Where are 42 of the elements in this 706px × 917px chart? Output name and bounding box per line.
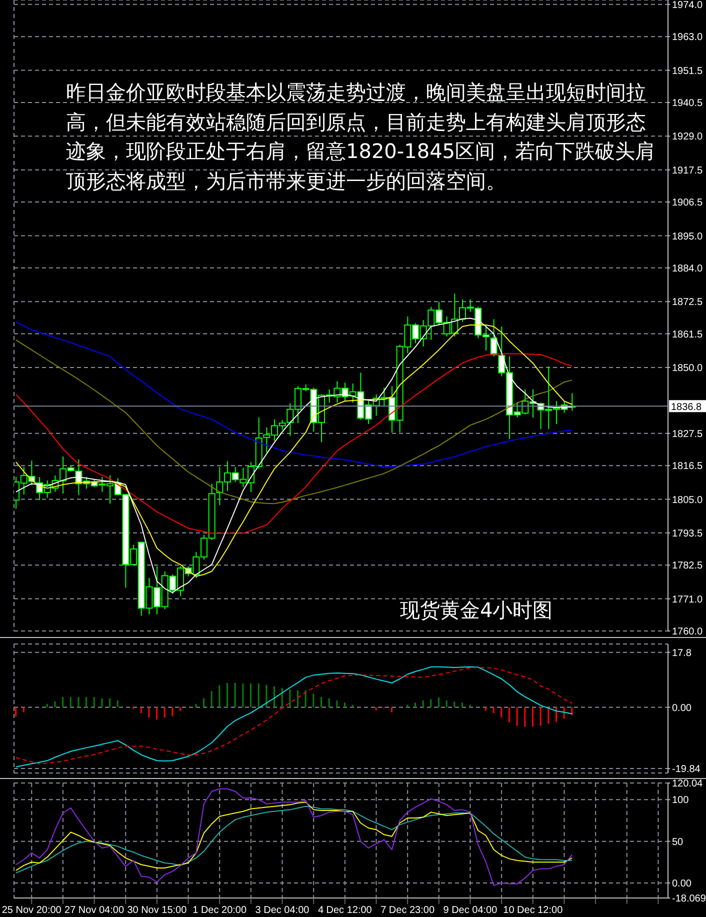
y-tick-label: 120.04 [672,778,704,790]
y-tick-label: 1884.0 [672,263,704,274]
y-tick-label: 1861.5 [672,329,704,340]
y-tick-label: 1771.0 [672,594,704,606]
y-tick-label: 1974.0 [672,0,704,11]
y-tick-label: 50 [672,836,684,848]
annotation: 现货黄金4小时图 [400,597,553,624]
annotation: 昨日金价亚欧时段基本以震荡走势过渡，晚间美盘呈出现短时间拉高，但未能有效站稳随后回到原点，目前走势上有构建头肩顶形态迹象，现阶段正处于右肩，留意1820-1845区间，若向下跌破头肩顶形态将成型，为后市带来更进一步的回落空间。 [66,79,656,194]
y-tick-label: 1760.0 [672,626,704,638]
y-tick-label: 1782.5 [672,560,704,572]
y-tick-label: 17.8 [672,648,692,659]
y-tick-label: 1940.5 [672,98,704,110]
y-tick-label: 1850.0 [672,363,704,374]
y-tick-label: 1951.5 [672,66,704,77]
y-tick-label: 1793.5 [672,528,704,540]
x-tick-label: 30 Nov 15:00 [127,905,188,916]
x-tick-label: 1 Dec 20:00 [192,905,247,916]
line-series [15,321,573,468]
x-tick-label: 7 Dec 23:00 [380,905,435,916]
line-series [15,788,573,886]
y-tick-label: 1805.0 [672,494,704,506]
y-tick-label: 0.00 [672,702,692,714]
y-tick-label: 1895.0 [672,231,704,242]
line-series [15,339,573,504]
y-tick-label: 1906.5 [672,198,704,209]
x-tick-label: 10 Dec 12:00 [503,905,564,916]
y-tick-label: 1827.5 [672,428,704,440]
y-tick-label: 1929.0 [672,132,704,143]
x-tick-label: 27 Nov 04:00 [64,905,124,916]
y-tick-label: -18.069 [672,894,706,905]
y-tick-label: 1816.5 [672,461,704,472]
x-tick-label: 4 Dec 12:00 [318,905,372,916]
x-tick-label: 25 Nov 20:00 [2,905,62,916]
ref-line-label: 1836.8 [671,402,702,414]
y-tick-label: -19.84 [672,764,701,776]
y-tick-label: 1872.5 [672,297,704,308]
y-tick-label: 100 [672,795,690,806]
y-tick-label: 1917.5 [672,165,704,176]
y-tick-label: 0.00 [672,878,692,890]
x-tick-label: 9 Dec 04:00 [443,905,498,916]
x-tick-label: 3 Dec 04:00 [255,905,310,916]
y-tick-label: 1963.0 [672,32,704,44]
